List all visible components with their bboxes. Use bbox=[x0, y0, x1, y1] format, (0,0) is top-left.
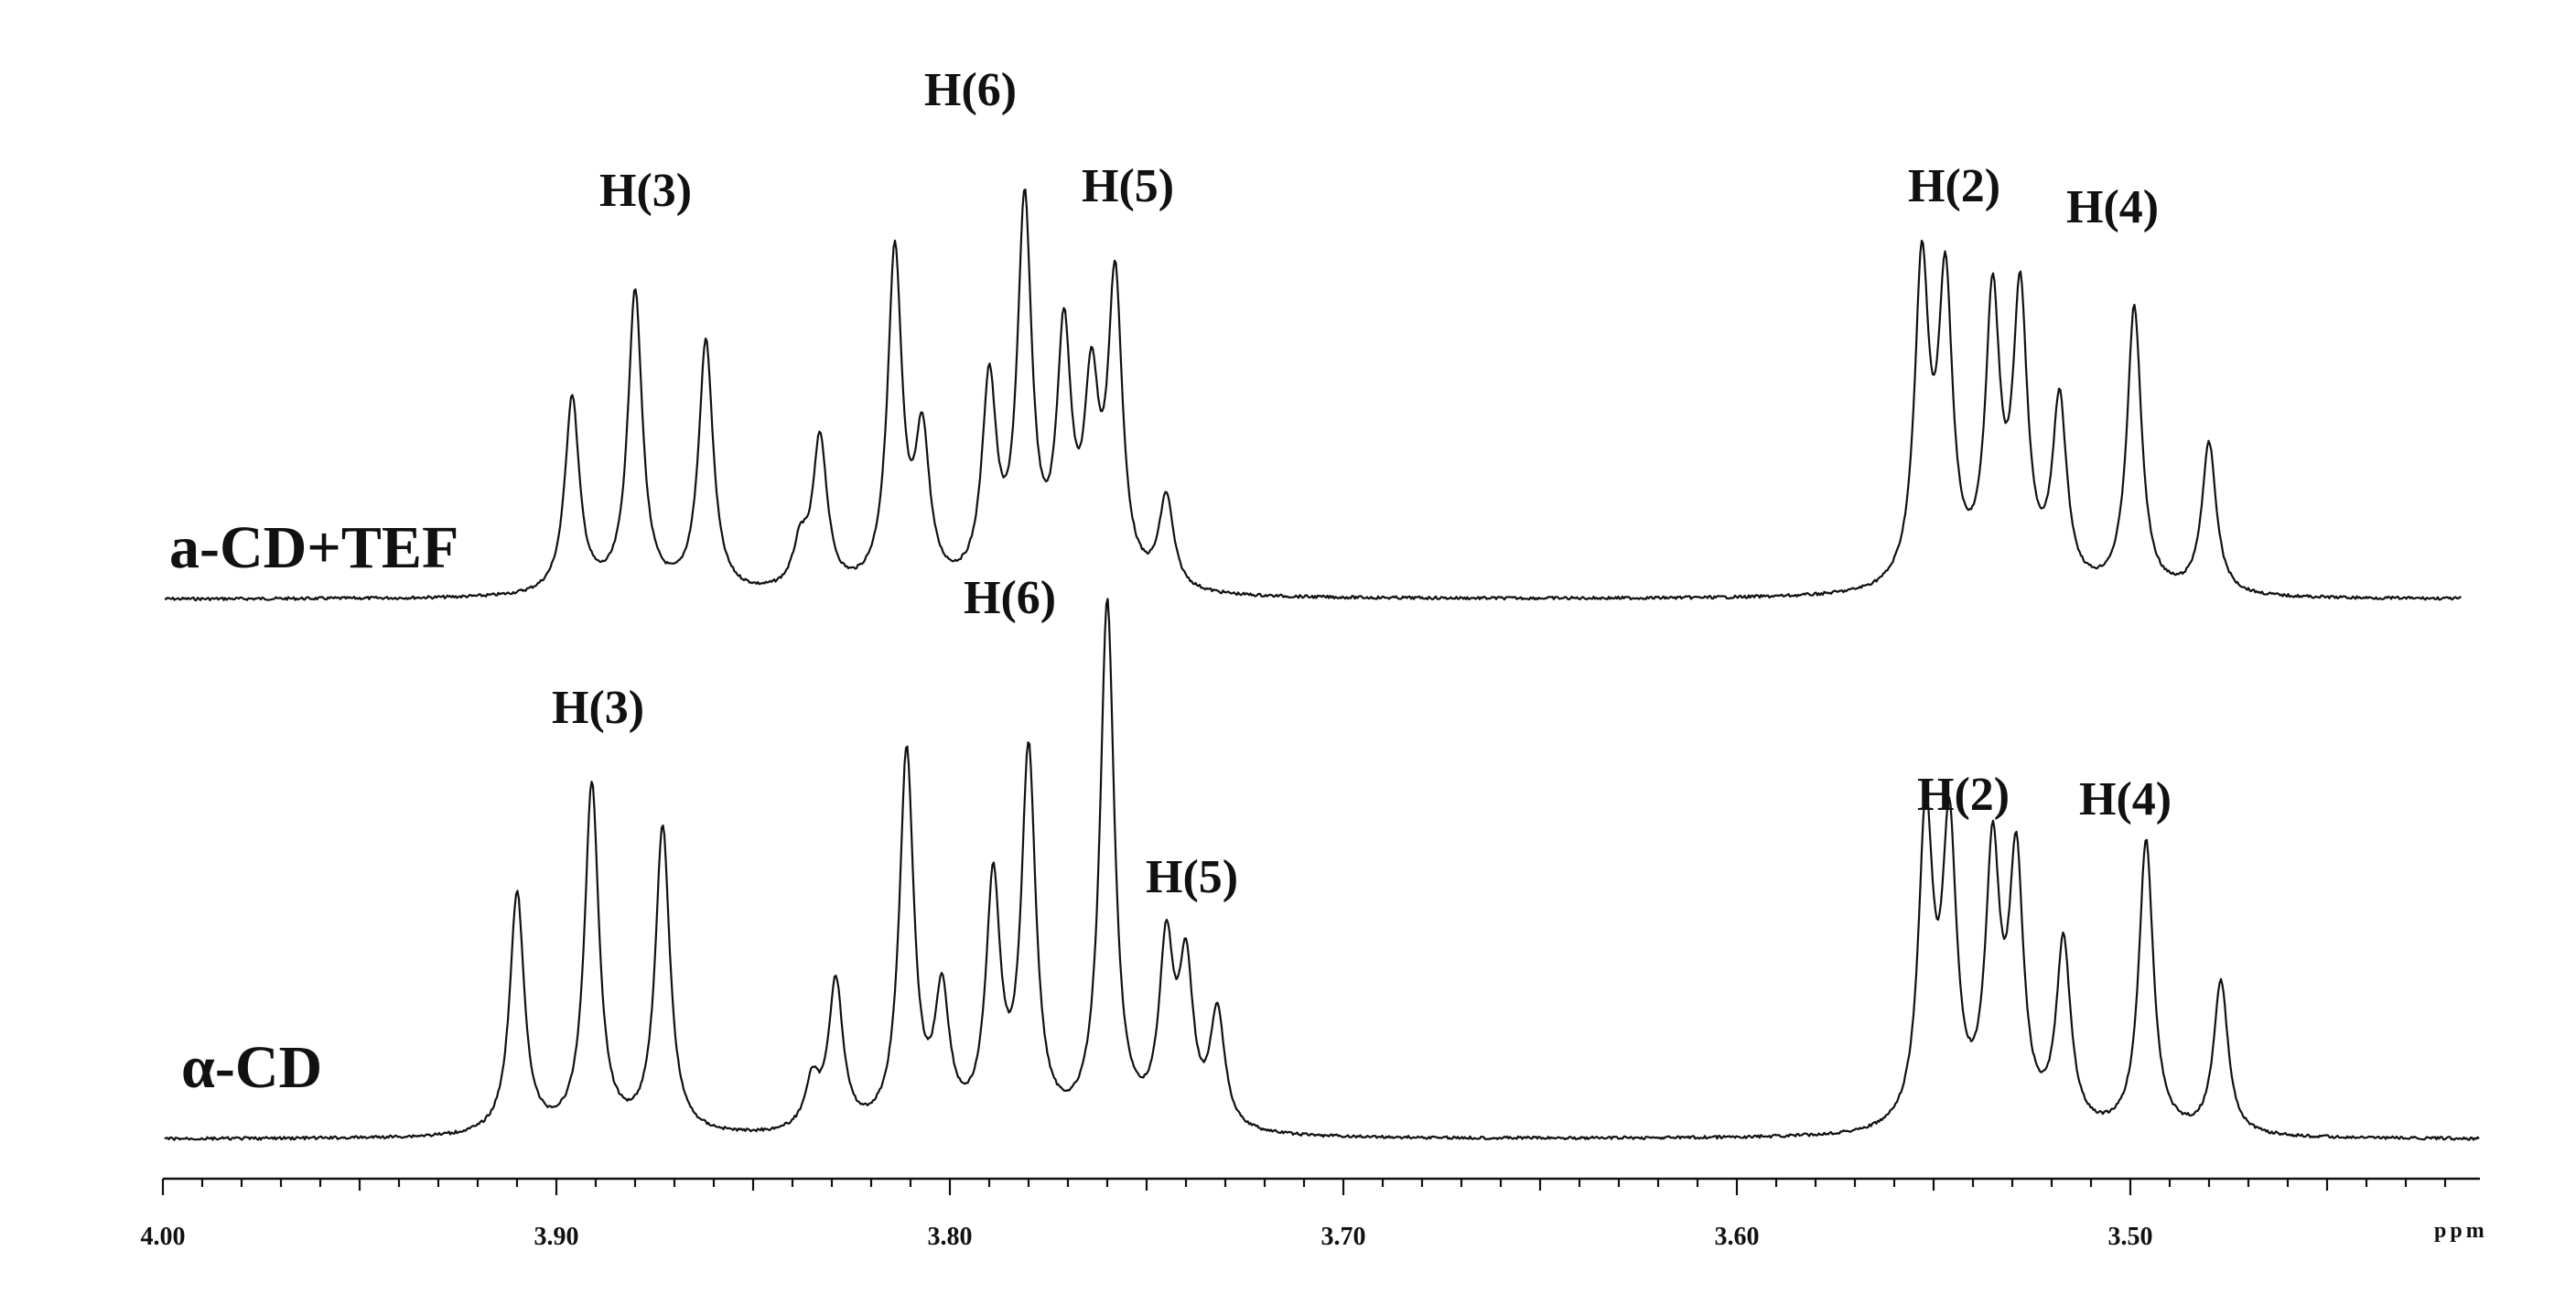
x-axis-ticks bbox=[161, 1179, 2447, 1195]
annotation-top-h6: H(6) bbox=[924, 64, 1017, 116]
annotation-bottom-h6: H(6) bbox=[964, 572, 1056, 624]
spectrum-trace-alpha-cd bbox=[164, 598, 2480, 1141]
series-label-alpha-cd: α-CD bbox=[181, 1034, 322, 1101]
annotation-top-h5: H(5) bbox=[1082, 160, 1174, 212]
series-label-a-cd-tef: a-CD+TEF bbox=[169, 514, 458, 581]
annotation-bottom-h2: H(2) bbox=[1917, 769, 2010, 821]
annotation-bottom-h3: H(3) bbox=[552, 682, 644, 734]
x-tick-label: 3.60 bbox=[1715, 1223, 1760, 1251]
x-tick-label: 3.50 bbox=[2108, 1223, 2153, 1251]
annotation-top-h3: H(3) bbox=[599, 165, 692, 217]
x-tick-label: 3.90 bbox=[534, 1223, 579, 1251]
x-axis-tick-labels: 4.00 3.90 3.80 3.70 3.60 3.50 bbox=[141, 1223, 2153, 1251]
x-tick-label: 4.00 bbox=[141, 1223, 186, 1251]
annotation-bottom-h4: H(4) bbox=[2079, 773, 2172, 825]
annotation-bottom-h5: H(5) bbox=[1146, 851, 1238, 903]
spectrum-trace-a-cd-tef bbox=[164, 189, 2462, 601]
x-axis-unit-label: ppm bbox=[2434, 1219, 2488, 1243]
annotation-top-h4: H(4) bbox=[2066, 181, 2159, 233]
annotation-top-h2: H(2) bbox=[1908, 160, 2000, 212]
x-tick-label: 3.80 bbox=[928, 1223, 973, 1251]
x-tick-label: 3.70 bbox=[1321, 1223, 1366, 1251]
